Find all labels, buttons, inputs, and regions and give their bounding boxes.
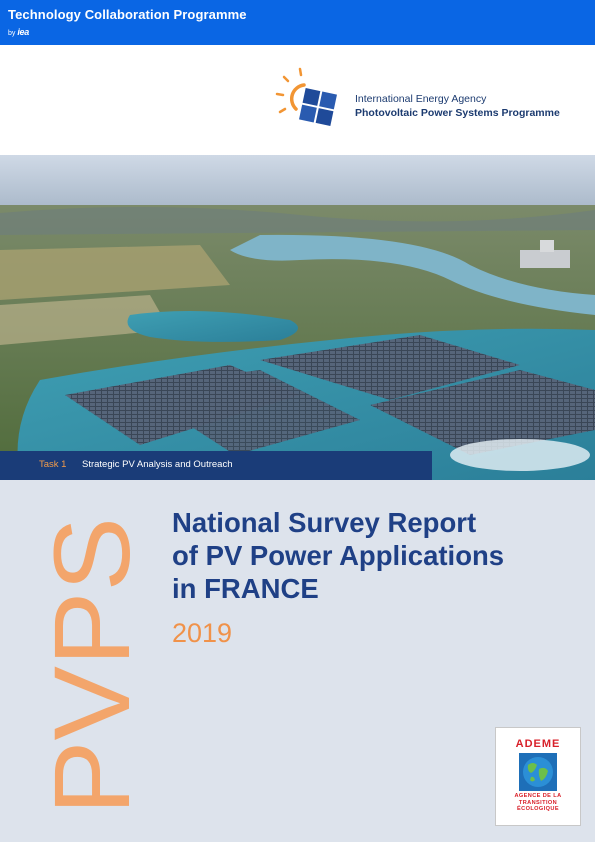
report-title: National Survey Report of PV Power Appli… (172, 506, 504, 605)
pvps-name: Photovoltaic Power Systems Programme (355, 107, 560, 119)
tagline-line-2: TRANSITION (518, 799, 558, 806)
task-title: Strategic PV Analysis and Outreach (82, 459, 233, 470)
ademe-tagline: AGENCE DE LA TRANSITION ÉCOLOGIQUE (496, 793, 580, 813)
pvps-side-mark: PVPS (36, 517, 136, 815)
cover-photo-floating-pv (0, 155, 595, 480)
tagline-line-3: ÉCOLOGIQUE (517, 806, 559, 812)
globe-icon (519, 753, 557, 791)
by-prefix: by (8, 30, 16, 37)
iea-pvps-wordmark: International Energy Agency Photovoltaic… (355, 93, 560, 119)
programme-title: Technology Collaboration Programme (8, 7, 247, 22)
tagline-line-1: AGENCE DE LA (514, 793, 562, 799)
ademe-logo: ADEME AGENCE DE LA TRANSITION ÉCOLOGIQUE (495, 727, 581, 826)
top-banner: Technology Collaboration Programme by ie… (0, 0, 595, 45)
iea-pvps-sun-panel-icon (275, 67, 337, 126)
logo-area: International Energy Agency Photovoltaic… (0, 45, 595, 155)
by-iea-label: by iea (8, 27, 29, 37)
iea-wordmark: iea (17, 27, 29, 37)
title-line-3: in FRANCE (172, 573, 319, 604)
task-number: Task 1 (39, 459, 67, 470)
pvps-side-text: PVPS (36, 517, 136, 815)
task-bar: Task 1 Strategic PV Analysis and Outreac… (0, 451, 432, 480)
report-year: 2019 (172, 618, 233, 648)
title-line-2: of PV Power Applications (172, 540, 505, 571)
ademe-name: ADEME (515, 738, 561, 750)
title-line-1: National Survey Report (172, 507, 477, 538)
iea-name: International Energy Agency (355, 93, 487, 105)
